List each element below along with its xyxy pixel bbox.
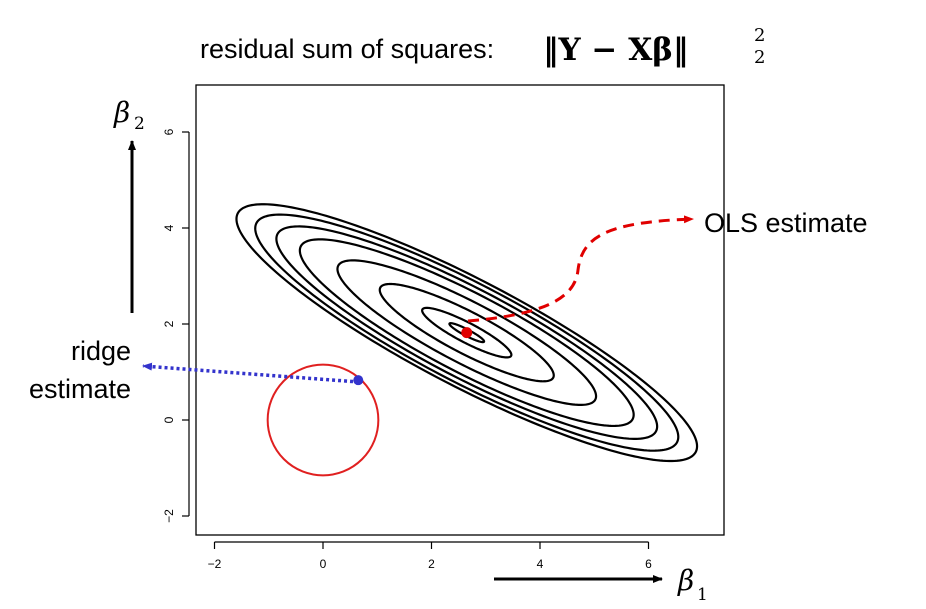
ridge-label-line2: estimate bbox=[29, 374, 131, 404]
x-tick-label: 2 bbox=[428, 557, 435, 571]
plot-frame bbox=[195, 84, 725, 536]
rss-contours bbox=[235, 203, 699, 463]
contour-level-5 bbox=[298, 238, 635, 428]
title-subscript: 2 bbox=[754, 47, 765, 68]
y-axis-subscript: 2 bbox=[134, 114, 145, 134]
x-axis-subscript: 1 bbox=[697, 585, 708, 605]
ols-estimate-label: OLS estimate bbox=[704, 208, 868, 238]
title-formula: ‖Y − Xβ‖ bbox=[543, 32, 688, 68]
ols-estimate-point bbox=[461, 327, 473, 339]
y-axis: −2 0 2 4 6 bbox=[162, 128, 190, 523]
y-tick-label: 0 bbox=[162, 416, 176, 423]
x-axis: −2 0 2 4 6 bbox=[208, 541, 652, 571]
ridge-constraint-circle bbox=[266, 363, 380, 477]
y-tick-label: −2 bbox=[162, 509, 176, 523]
y-tick-label: 4 bbox=[162, 224, 176, 231]
ridge-pointer-arrow bbox=[142, 362, 360, 384]
x-tick-label: −2 bbox=[208, 557, 222, 571]
ols-pointer-arrow bbox=[467, 215, 694, 323]
contour-level-3 bbox=[378, 282, 555, 383]
ridge-label-line1: ridge bbox=[71, 336, 131, 366]
contour-level-8 bbox=[235, 203, 699, 463]
y-tick-label: 6 bbox=[162, 128, 176, 135]
chart-title: residual sum of squares: ‖Y − Xβ‖ 2 2 bbox=[200, 25, 765, 68]
x-tick-label: 4 bbox=[537, 557, 544, 571]
contour-level-2 bbox=[421, 306, 513, 359]
contour-level-1 bbox=[448, 322, 486, 344]
contour-level-4 bbox=[336, 259, 598, 407]
title-text: residual sum of squares: bbox=[200, 34, 494, 64]
y-axis-symbol: β bbox=[113, 96, 130, 129]
x-tick-label: 6 bbox=[645, 557, 652, 571]
title-superscript: 2 bbox=[754, 25, 765, 46]
ridge-estimate-point bbox=[353, 375, 364, 386]
x-axis-symbol: β bbox=[677, 564, 694, 597]
y-tick-label: 2 bbox=[162, 320, 176, 327]
contour-level-6 bbox=[275, 225, 659, 440]
contour-level-7 bbox=[254, 213, 680, 452]
x-tick-label: 0 bbox=[320, 557, 327, 571]
